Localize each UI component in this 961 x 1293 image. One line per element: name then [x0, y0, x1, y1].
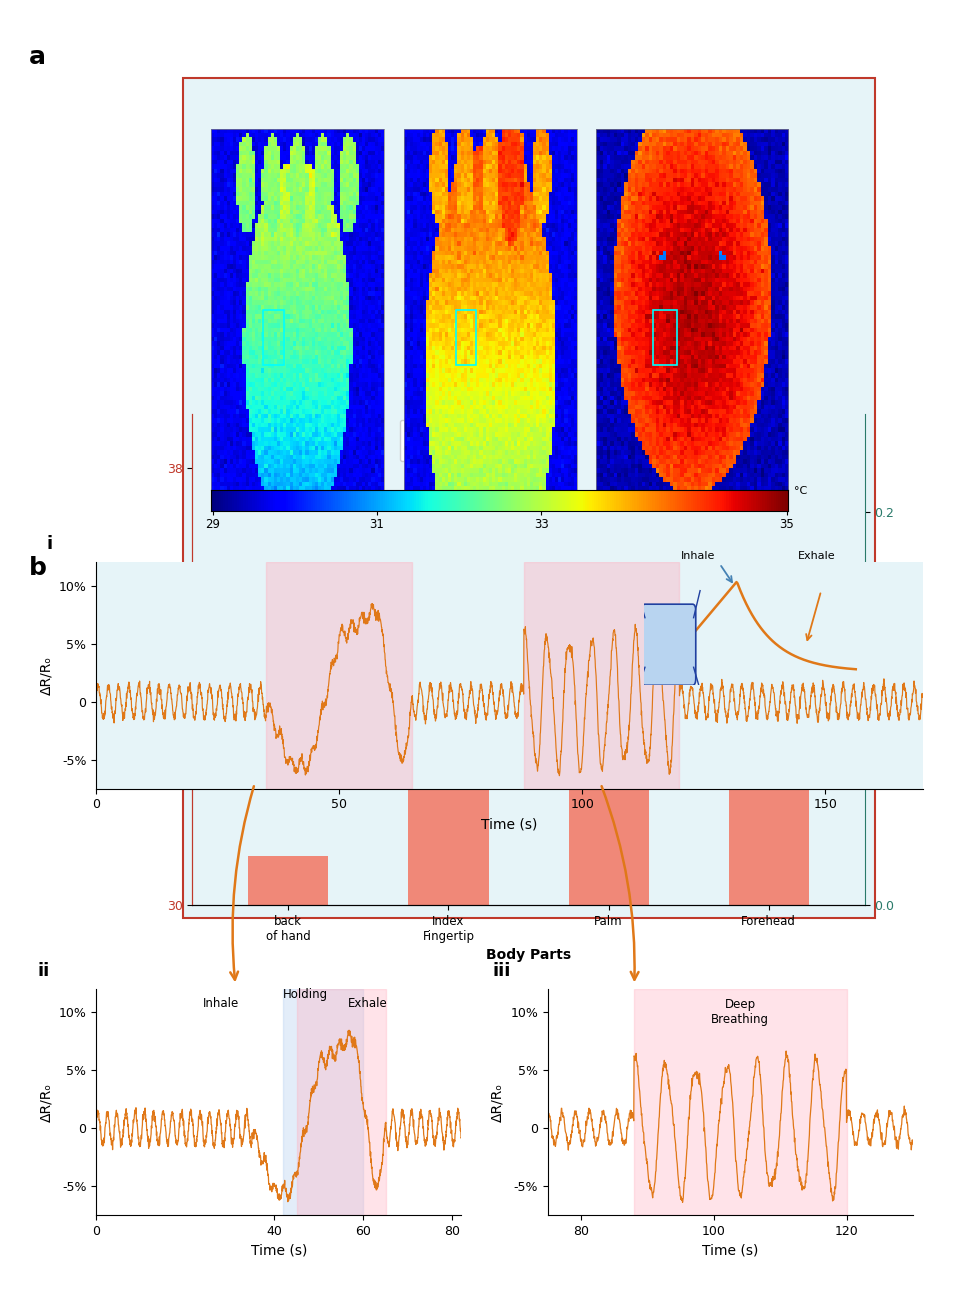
Y-axis label: ΔR/Rₒ: ΔR/Rₒ: [39, 1082, 53, 1122]
X-axis label: Time (s): Time (s): [251, 1244, 307, 1258]
Bar: [283, 989, 363, 1215]
X-axis label: Time (s): Time (s): [702, 1244, 758, 1258]
X-axis label: Time (s): Time (s): [481, 817, 537, 831]
Y-axis label: ΔR/Rₒ: ΔR/Rₒ: [491, 1082, 505, 1122]
Y-axis label: ΔR/Rₒ: ΔR/Rₒ: [39, 656, 53, 696]
Legend: Body Temperature, Sensor Responses: Body Temperature, Sensor Responses: [400, 420, 552, 462]
Bar: [248, 856, 329, 905]
Text: Exhale: Exhale: [798, 551, 836, 561]
Bar: [408, 768, 488, 905]
Bar: [263, 310, 284, 365]
Bar: [634, 989, 847, 1215]
Text: ii: ii: [37, 962, 50, 980]
Y-axis label: Temperature (°C): Temperature (°C): [148, 603, 161, 716]
Text: i: i: [46, 535, 53, 553]
Text: Exhale: Exhale: [348, 997, 387, 1010]
Bar: [297, 989, 385, 1215]
Bar: [653, 310, 677, 365]
FancyBboxPatch shape: [642, 604, 696, 685]
Text: iii: iii: [493, 962, 511, 980]
Bar: [728, 701, 809, 905]
Bar: [524, 562, 679, 789]
Text: Deep
Breathing: Deep Breathing: [711, 998, 770, 1027]
Text: a: a: [29, 45, 46, 70]
Bar: [456, 310, 477, 365]
Y-axis label: ΔR/R: ΔR/R: [901, 643, 916, 676]
Text: Holding: Holding: [283, 988, 328, 1001]
X-axis label: Body Parts: Body Parts: [486, 948, 571, 962]
Text: °C: °C: [794, 486, 807, 497]
Text: b: b: [29, 556, 47, 581]
Bar: [569, 701, 649, 905]
Bar: [266, 562, 412, 789]
Text: Inhale: Inhale: [203, 997, 239, 1010]
Text: Inhale: Inhale: [680, 551, 715, 561]
